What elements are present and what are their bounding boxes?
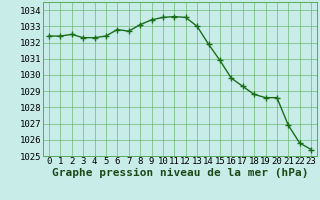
X-axis label: Graphe pression niveau de la mer (hPa): Graphe pression niveau de la mer (hPa) xyxy=(52,168,308,178)
